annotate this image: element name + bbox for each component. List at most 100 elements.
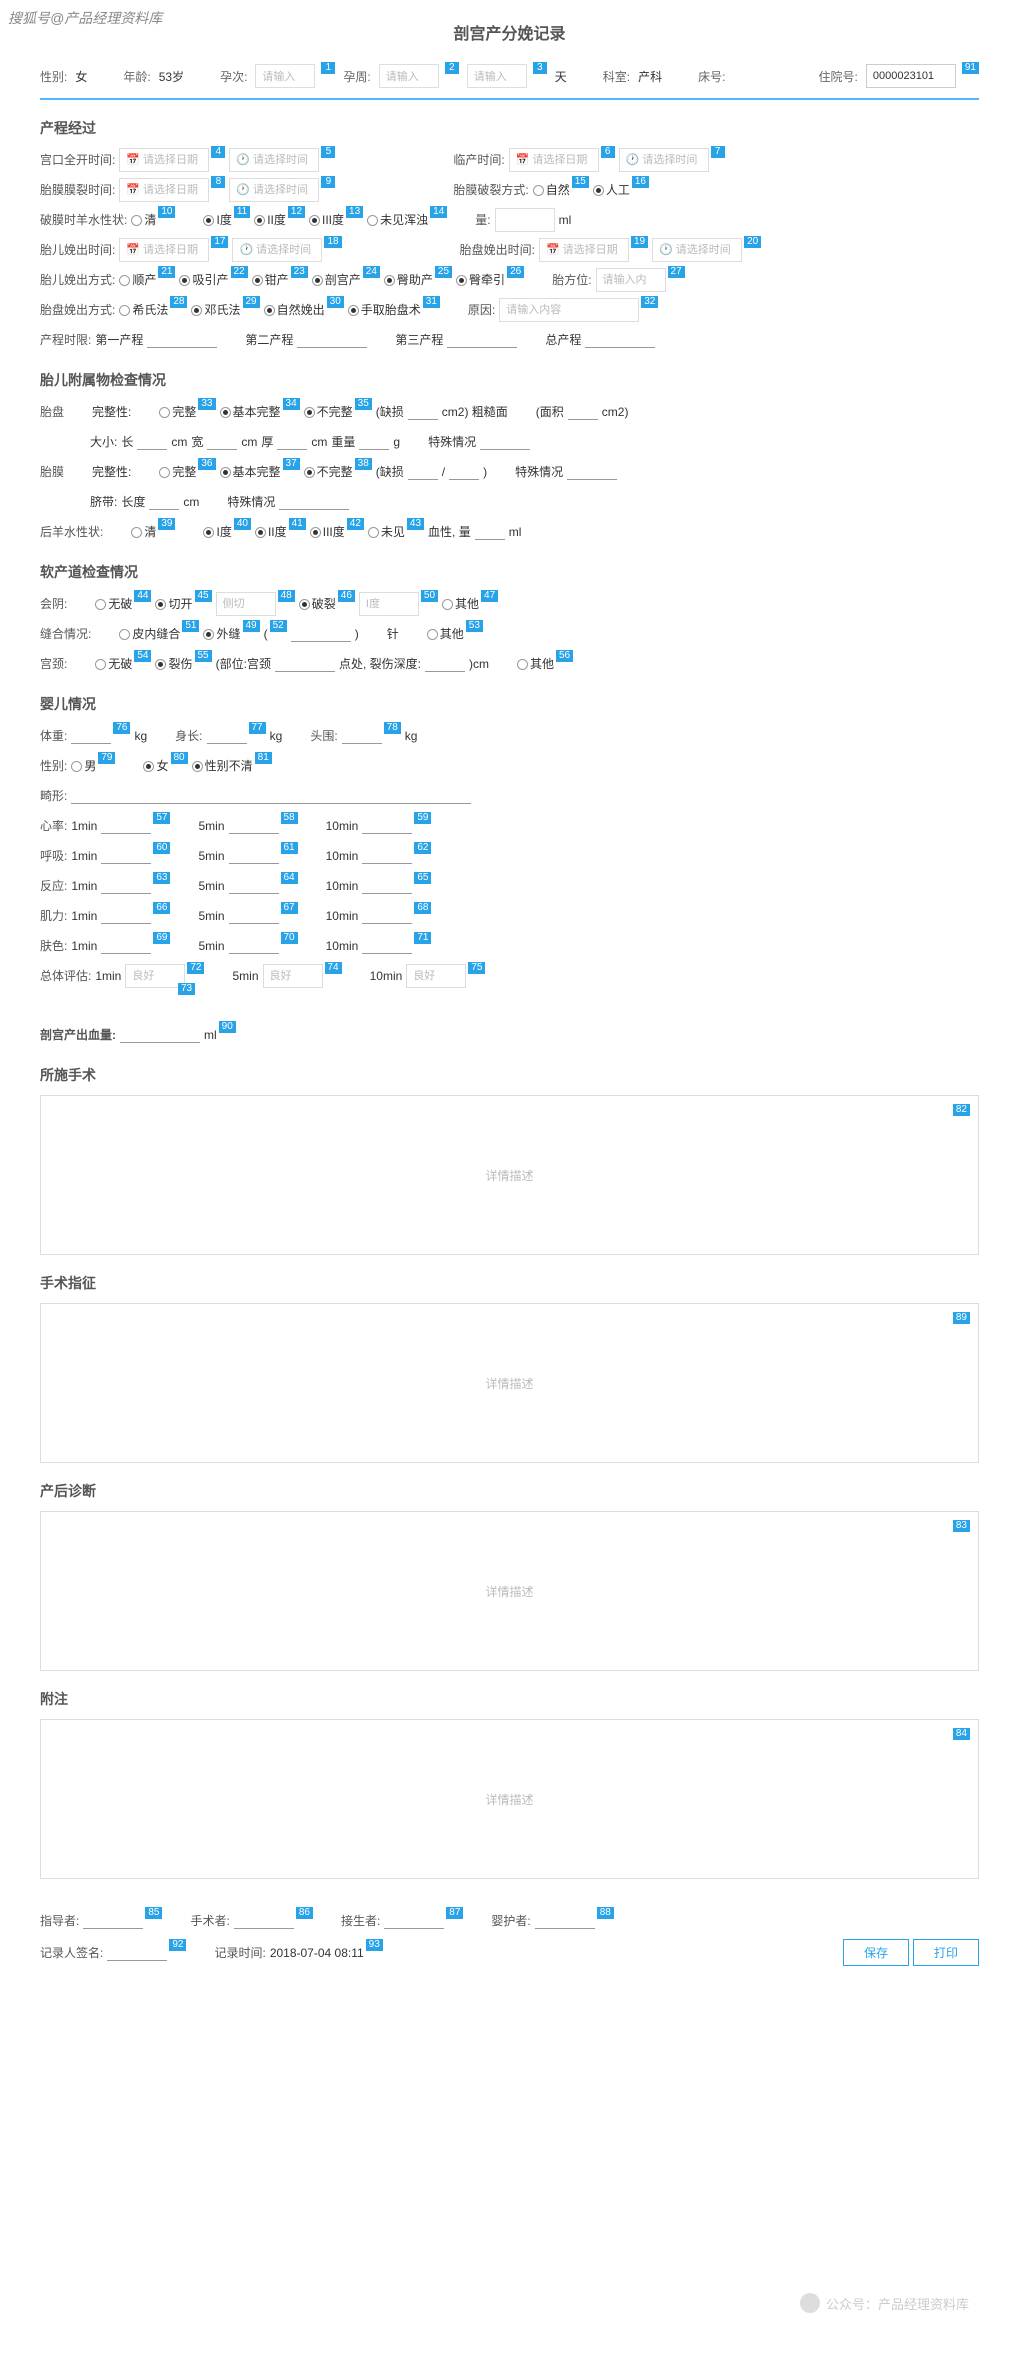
print-button[interactable]: 打印: [913, 1939, 979, 1966]
radio[interactable]: 希氏法: [119, 298, 168, 322]
input[interactable]: [362, 938, 412, 954]
radio[interactable]: 无破: [95, 592, 132, 616]
input[interactable]: [568, 404, 598, 420]
radio[interactable]: II度: [254, 208, 286, 232]
week-input[interactable]: 请输入: [379, 64, 439, 88]
radio-natural[interactable]: 自然: [533, 178, 570, 202]
time-input[interactable]: 🕐请选择时间: [232, 238, 322, 262]
stage2-input[interactable]: [297, 332, 367, 348]
time-input[interactable]: 🕐请选择时间: [619, 148, 709, 172]
input[interactable]: [425, 656, 465, 672]
week2-input[interactable]: 请输入: [467, 64, 527, 88]
indication-box[interactable]: 详情描述89: [40, 1303, 979, 1463]
radio[interactable]: 钳产: [252, 268, 289, 292]
input[interactable]: [137, 434, 167, 450]
radio[interactable]: 外缝: [203, 622, 240, 646]
radio[interactable]: 其他: [517, 652, 554, 676]
radio-artificial[interactable]: 人工: [593, 178, 630, 202]
radio[interactable]: 皮内缝合: [119, 622, 180, 646]
radio[interactable]: 其他: [427, 622, 464, 646]
diagnosis-box[interactable]: 详情描述83: [40, 1511, 979, 1671]
radio[interactable]: 剖宫产: [312, 268, 361, 292]
input[interactable]: [359, 434, 389, 450]
radio[interactable]: 手取胎盘术: [348, 298, 421, 322]
date-input[interactable]: 📅请选择日期: [509, 148, 599, 172]
input[interactable]: [120, 1027, 200, 1043]
surgery-box[interactable]: 详情描述82: [40, 1095, 979, 1255]
radio[interactable]: 不完整: [304, 460, 353, 484]
input[interactable]: [101, 878, 151, 894]
input[interactable]: [277, 434, 307, 450]
radio[interactable]: 臀牵引: [456, 268, 505, 292]
input[interactable]: [207, 728, 247, 744]
radio[interactable]: 无破: [95, 652, 132, 676]
input[interactable]: [362, 848, 412, 864]
radio[interactable]: 邓氏法: [191, 298, 240, 322]
input[interactable]: [480, 434, 530, 450]
time-input[interactable]: 🕐请选择时间: [229, 178, 319, 202]
radio[interactable]: 切开: [155, 592, 192, 616]
sub-input[interactable]: 侧切: [216, 592, 276, 616]
hosp-input[interactable]: 0000023101: [866, 64, 956, 88]
input[interactable]: [107, 1945, 167, 1961]
input[interactable]: [229, 818, 279, 834]
date-input[interactable]: 📅请选择日期: [119, 148, 209, 172]
input[interactable]: [229, 908, 279, 924]
input[interactable]: [83, 1913, 143, 1929]
radio[interactable]: 顺产: [119, 268, 156, 292]
qty-input[interactable]: [495, 208, 555, 232]
input[interactable]: [229, 848, 279, 864]
input[interactable]: [207, 434, 237, 450]
time-input[interactable]: 🕐请选择时间: [229, 148, 319, 172]
radio-female[interactable]: 女: [143, 754, 168, 778]
input[interactable]: [362, 878, 412, 894]
input[interactable]: [342, 728, 382, 744]
input[interactable]: [101, 908, 151, 924]
radio[interactable]: 臀助产: [384, 268, 433, 292]
radio[interactable]: 未见浑浊: [367, 208, 428, 232]
stage3-input[interactable]: [447, 332, 517, 348]
radio[interactable]: 其他: [442, 592, 479, 616]
eval-input[interactable]: 良好: [263, 964, 323, 988]
eval-input[interactable]: 良好: [406, 964, 466, 988]
input[interactable]: [384, 1913, 444, 1929]
stage1-input[interactable]: [147, 332, 217, 348]
radio[interactable]: I度: [203, 520, 231, 544]
input[interactable]: [279, 494, 349, 510]
preg-input[interactable]: 请输入: [255, 64, 315, 88]
time-input[interactable]: 🕐请选择时间: [652, 238, 742, 262]
notes-box[interactable]: 详情描述84: [40, 1719, 979, 1879]
radio-unclear[interactable]: 性别不清: [192, 754, 253, 778]
radio[interactable]: III度: [309, 208, 344, 232]
radio[interactable]: 自然娩出: [264, 298, 325, 322]
input[interactable]: [475, 524, 505, 540]
date-input[interactable]: 📅请选择日期: [119, 178, 209, 202]
save-button[interactable]: 保存: [843, 1939, 909, 1966]
input[interactable]: [362, 818, 412, 834]
radio[interactable]: 未见: [368, 520, 405, 544]
input[interactable]: [71, 728, 111, 744]
input[interactable]: [149, 494, 179, 510]
input[interactable]: [449, 464, 479, 480]
input[interactable]: [101, 938, 151, 954]
input[interactable]: [229, 878, 279, 894]
radio[interactable]: 清: [131, 208, 156, 232]
reason-input[interactable]: 请输入内容: [499, 298, 639, 322]
input[interactable]: [408, 464, 438, 480]
eval-input[interactable]: 良好: [125, 964, 185, 988]
input[interactable]: [567, 464, 617, 480]
input[interactable]: [229, 938, 279, 954]
radio[interactable]: 裂伤: [155, 652, 192, 676]
radio[interactable]: 完整: [159, 460, 196, 484]
radio[interactable]: 破裂: [299, 592, 336, 616]
input[interactable]: [234, 1913, 294, 1929]
radio[interactable]: 完整: [159, 400, 196, 424]
input[interactable]: [362, 908, 412, 924]
radio-male[interactable]: 男: [71, 754, 96, 778]
input[interactable]: [101, 848, 151, 864]
input[interactable]: [291, 626, 351, 642]
radio[interactable]: I度: [203, 208, 231, 232]
position-input[interactable]: 请输入内: [596, 268, 666, 292]
input[interactable]: [71, 788, 471, 804]
radio[interactable]: 吸引产: [179, 268, 228, 292]
